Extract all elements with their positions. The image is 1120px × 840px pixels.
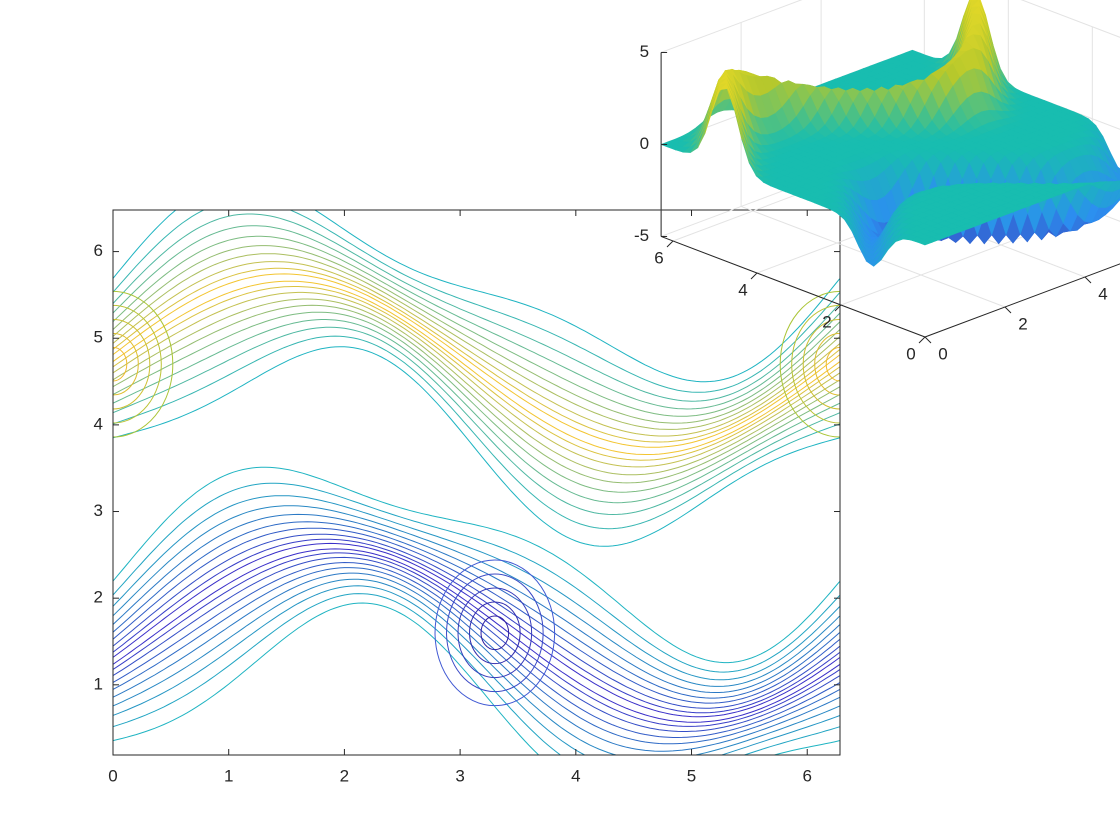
grid-line bbox=[1020, 0, 1120, 38]
surface bbox=[660, 0, 1120, 267]
contour-line bbox=[113, 304, 162, 424]
contour-line bbox=[113, 210, 840, 393]
contour-line bbox=[113, 542, 840, 718]
contour-line bbox=[825, 346, 840, 382]
x-tick-label: 0 bbox=[108, 766, 117, 785]
contour-line bbox=[113, 527, 840, 704]
contour-line bbox=[113, 556, 840, 732]
contour-lines bbox=[113, 210, 840, 755]
contour-line bbox=[113, 225, 840, 410]
contour-line bbox=[113, 298, 840, 476]
contour-line bbox=[113, 505, 840, 687]
grid-line bbox=[660, 0, 803, 53]
contour-line bbox=[113, 291, 840, 468]
contour-line bbox=[113, 267, 840, 443]
x-tick-label: 5 bbox=[687, 766, 696, 785]
axes-box bbox=[112, 209, 841, 756]
contour-line bbox=[469, 601, 521, 665]
contour-line bbox=[113, 466, 840, 664]
x-tick-label: 4 bbox=[571, 766, 580, 785]
contour-line bbox=[113, 235, 840, 417]
contour-line bbox=[113, 346, 840, 547]
contour-line bbox=[113, 346, 128, 382]
y-tick bbox=[750, 272, 758, 280]
contour-line bbox=[113, 319, 840, 504]
y-tick-label: 4 bbox=[94, 414, 103, 433]
x-tick bbox=[1004, 306, 1012, 314]
contour-line bbox=[113, 533, 840, 709]
contour-line bbox=[113, 521, 840, 699]
contour-line bbox=[113, 548, 840, 723]
contour-line bbox=[113, 482, 840, 673]
contour-line bbox=[113, 513, 840, 693]
x-tick bbox=[1084, 276, 1092, 284]
contour-line bbox=[802, 318, 840, 410]
y-tick bbox=[834, 304, 842, 312]
x-tick-label: 1 bbox=[224, 766, 233, 785]
contour-line bbox=[113, 593, 840, 755]
contour-line bbox=[113, 261, 840, 437]
contour-line bbox=[113, 326, 840, 516]
contour-line bbox=[113, 273, 840, 448]
contour-line bbox=[113, 572, 840, 752]
y-tick-label: 2 bbox=[94, 588, 103, 607]
contour-line bbox=[791, 304, 840, 424]
x-tick-label: 2 bbox=[340, 766, 349, 785]
contour-line bbox=[113, 602, 840, 755]
y-axis-line bbox=[660, 236, 926, 338]
contour-line bbox=[113, 561, 840, 738]
contour-line bbox=[113, 253, 840, 430]
contour-line bbox=[113, 318, 151, 410]
surface-patch bbox=[916, 239, 933, 246]
contour-line bbox=[814, 332, 840, 396]
y-tick-label: 5 bbox=[94, 328, 103, 347]
x-tick-label: 3 bbox=[455, 766, 464, 785]
contour-line bbox=[113, 304, 840, 484]
contour-line bbox=[446, 573, 544, 693]
contour-line bbox=[113, 332, 139, 396]
x-tick bbox=[924, 336, 932, 344]
x-tick-label: 4 bbox=[1098, 284, 1107, 303]
contour-line bbox=[113, 210, 840, 383]
y-tick-label: 6 bbox=[654, 248, 663, 267]
contour-line bbox=[113, 311, 840, 493]
contour-axes: 0 1 2 3 4 5 6 1 2 3 4 5 6 bbox=[94, 209, 841, 785]
contour-line bbox=[113, 213, 840, 402]
contour-line bbox=[113, 286, 840, 461]
contour-line bbox=[113, 578, 840, 755]
contour-line bbox=[480, 615, 510, 651]
y-tick-label: 2 bbox=[822, 312, 831, 331]
contour-line bbox=[113, 290, 174, 438]
contour-line bbox=[113, 567, 840, 745]
contour-line bbox=[113, 280, 840, 455]
contour-line bbox=[779, 290, 840, 438]
surface-axes: -5 0 5 0 2 4 6 0 2 4 bbox=[634, 0, 1120, 363]
x-tick-label: 6 bbox=[802, 766, 811, 785]
contour-line bbox=[113, 495, 840, 681]
y-tick-label: 1 bbox=[94, 674, 103, 693]
contour-line bbox=[113, 335, 840, 530]
z-tick-label: 5 bbox=[640, 42, 649, 61]
y-tick bbox=[918, 336, 926, 344]
contour-line bbox=[113, 585, 840, 755]
contour-line bbox=[434, 559, 556, 707]
contour-line bbox=[113, 552, 840, 727]
contour-line bbox=[113, 538, 840, 714]
y-tick-label: 4 bbox=[738, 280, 747, 299]
y-tick-label: 0 bbox=[906, 344, 915, 363]
x-axis-line bbox=[924, 263, 1120, 338]
x-tick-label: 0 bbox=[938, 344, 947, 363]
y-tick bbox=[666, 240, 674, 248]
x-tick-label: 2 bbox=[1018, 314, 1027, 333]
contour-line bbox=[457, 587, 533, 679]
y-tick-label: 6 bbox=[94, 241, 103, 260]
y-tick-label: 3 bbox=[94, 501, 103, 520]
z-tick-label: -5 bbox=[634, 226, 649, 245]
z-tick-label: 0 bbox=[640, 134, 649, 153]
contour-line bbox=[113, 245, 840, 424]
